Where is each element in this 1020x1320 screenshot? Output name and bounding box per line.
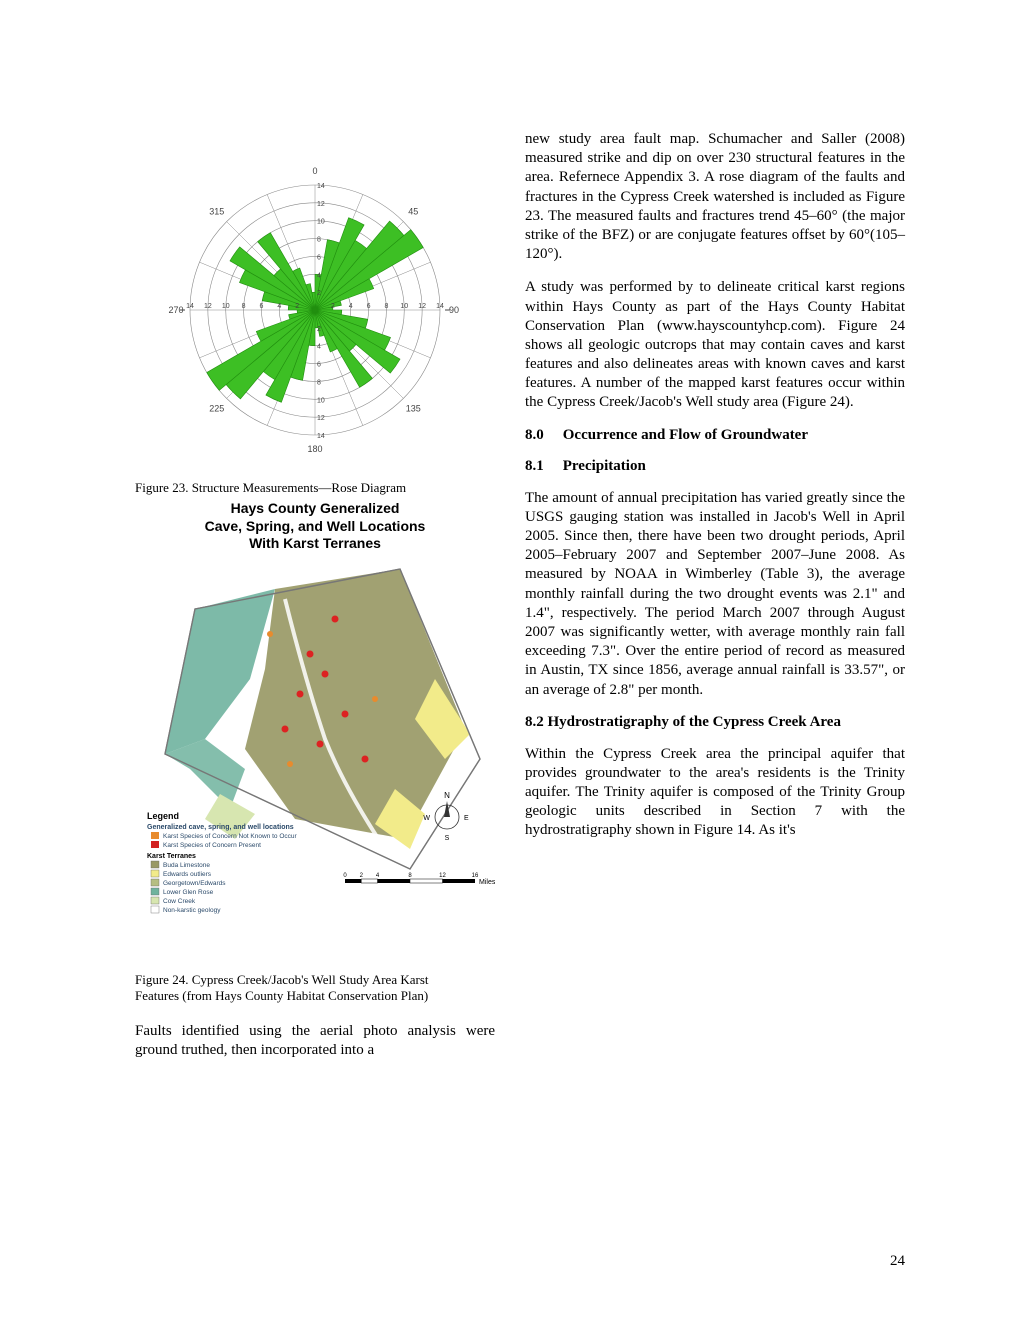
svg-text:N: N: [444, 791, 450, 800]
paragraph-1: new study area fault map. Schumacher and…: [525, 130, 905, 264]
svg-text:2: 2: [317, 290, 321, 297]
svg-text:4: 4: [317, 344, 321, 351]
fig24-caption-l1: Figure 24. Cypress Creek/Jacob's Well St…: [135, 972, 429, 987]
heading-8-0-num: 8.0: [525, 427, 559, 444]
map-title-line2: Cave, Spring, and Well Locations: [205, 518, 426, 534]
svg-text:12: 12: [418, 303, 426, 310]
svg-text:Cow Creek: Cow Creek: [163, 898, 196, 905]
svg-text:4: 4: [376, 873, 380, 879]
svg-text:2: 2: [331, 303, 335, 310]
svg-text:12: 12: [439, 873, 446, 879]
heading-8-0-text: Occurrence and Flow of Groundwater: [563, 427, 808, 443]
svg-text:8: 8: [384, 303, 388, 310]
svg-text:8: 8: [317, 237, 321, 244]
page-number: 24: [890, 1253, 905, 1270]
paragraph-4: Within the Cypress Creek area the princi…: [525, 745, 905, 841]
svg-text:10: 10: [317, 397, 325, 404]
svg-text:Buda Limestone: Buda Limestone: [163, 862, 210, 869]
karst-map: N E S W 0 2 4 8 12 16Miles Legend Generalized cave,…: [135, 559, 495, 949]
left-body-paragraph: Faults identified using the aerial photo…: [135, 1022, 495, 1060]
svg-text:225: 225: [209, 403, 224, 413]
heading-8-1-num: 8.1: [525, 458, 559, 475]
svg-text:10: 10: [400, 303, 408, 310]
figure-24-caption: Figure 24. Cypress Creek/Jacob's Well St…: [135, 972, 495, 1004]
svg-text:135: 135: [406, 403, 421, 413]
svg-text:Lower Glen Rose: Lower Glen Rose: [163, 889, 214, 896]
right-column: new study area fault map. Schumacher and…: [525, 130, 905, 1074]
rose-diagram-container: 0459013518022527031522224444666688881010…: [135, 130, 495, 470]
svg-text:Generalized cave, spring, and: Generalized cave, spring, and well locat…: [147, 824, 294, 831]
heading-8-2: 8.2 Hydrostratigraphy of the Cypress Cre…: [525, 714, 905, 731]
svg-text:Edwards outliers: Edwards outliers: [163, 871, 212, 878]
heading-8-1-text: Precipitation: [563, 458, 646, 474]
svg-text:2: 2: [360, 873, 364, 879]
paragraph-3: The amount of annual precipitation has v…: [525, 489, 905, 700]
heading-8-0: 8.0 Occurrence and Flow of Groundwater: [525, 427, 905, 444]
map-title: Hays County Generalized Cave, Spring, an…: [135, 500, 495, 553]
paragraph-2: A study was performed by to delineate cr…: [525, 278, 905, 412]
svg-text:12: 12: [317, 201, 325, 208]
rose-diagram: 0459013518022527031522224444666688881010…: [145, 130, 485, 470]
two-column-layout: 0459013518022527031522224444666688881010…: [135, 130, 905, 1074]
svg-text:Karst Species of Concern Not K: Karst Species of Concern Not Known to Oc…: [163, 833, 298, 840]
fig24-caption-l2: Features (from Hays County Habitat Conse…: [135, 988, 428, 1003]
svg-text:4: 4: [317, 272, 321, 279]
svg-text:180: 180: [307, 444, 322, 454]
svg-text:Non-karstic geology: Non-karstic geology: [163, 907, 221, 914]
svg-text:14: 14: [317, 433, 325, 440]
svg-text:16: 16: [472, 873, 479, 879]
svg-text:14: 14: [186, 303, 194, 310]
page-container: 0459013518022527031522224444666688881010…: [0, 0, 1020, 1320]
svg-text:6: 6: [259, 303, 263, 310]
svg-text:4: 4: [349, 303, 353, 310]
svg-text:Miles: Miles: [479, 879, 495, 886]
svg-text:90: 90: [449, 305, 459, 315]
svg-text:2: 2: [295, 303, 299, 310]
map-title-line1: Hays County Generalized: [231, 500, 400, 516]
svg-text:0: 0: [343, 873, 347, 879]
svg-text:6: 6: [367, 303, 371, 310]
heading-8-1: 8.1 Precipitation: [525, 458, 905, 475]
svg-text:6: 6: [317, 362, 321, 369]
svg-text:10: 10: [222, 303, 230, 310]
svg-text:W: W: [423, 815, 430, 822]
svg-text:8: 8: [408, 873, 412, 879]
svg-text:S: S: [445, 835, 450, 842]
map-title-line3: With Karst Terranes: [249, 535, 381, 551]
svg-text:12: 12: [204, 303, 212, 310]
svg-text:4: 4: [277, 303, 281, 310]
svg-text:14: 14: [317, 183, 325, 190]
svg-text:E: E: [464, 815, 469, 822]
figure-23-caption: Figure 23. Structure Measurements—Rose D…: [135, 480, 495, 496]
left-column: 0459013518022527031522224444666688881010…: [135, 130, 495, 1074]
svg-text:14: 14: [436, 303, 444, 310]
svg-text:6: 6: [317, 254, 321, 261]
svg-text:45: 45: [408, 207, 418, 217]
svg-text:Georgetown/Edwards: Georgetown/Edwards: [163, 880, 226, 887]
svg-text:Karst Species of Concern Prese: Karst Species of Concern Present: [163, 842, 261, 849]
svg-text:8: 8: [242, 303, 246, 310]
svg-text:315: 315: [209, 207, 224, 217]
svg-text:Karst Terranes: Karst Terranes: [147, 853, 196, 860]
svg-text:12: 12: [317, 415, 325, 422]
svg-text:0: 0: [312, 166, 317, 176]
svg-text:Legend: Legend: [147, 811, 179, 821]
svg-text:2: 2: [317, 326, 321, 333]
svg-text:10: 10: [317, 219, 325, 226]
svg-text:8: 8: [317, 379, 321, 386]
